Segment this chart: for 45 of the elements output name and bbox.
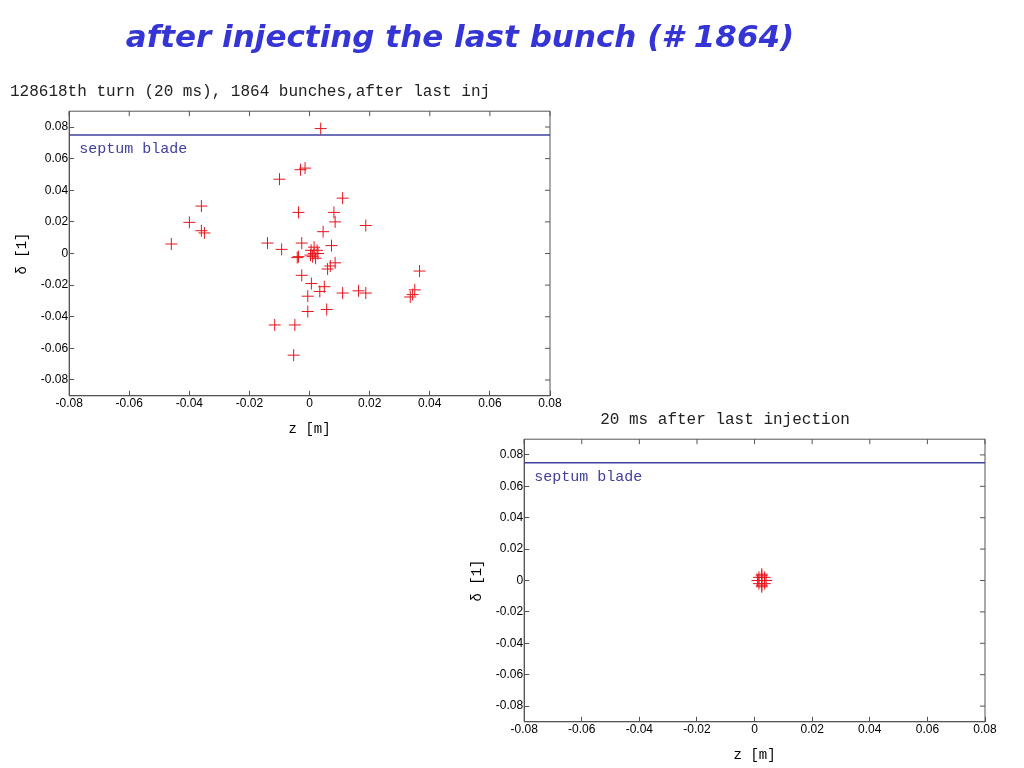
y-tick-label: -0.02 (495, 604, 524, 619)
y-tick-label: 0.04 (44, 182, 69, 197)
y-tick-label: 0 (516, 572, 524, 587)
y-tick-label: -0.06 (495, 667, 524, 682)
y-tick-label: -0.02 (40, 277, 69, 292)
x-tick-label: -0.02 (683, 722, 711, 737)
y-tick-label: 0.02 (44, 214, 69, 229)
x-tick-label: -0.06 (115, 396, 144, 411)
x-axis-title: z [m] (733, 747, 776, 764)
y-tick-label: 0.08 (44, 119, 69, 134)
y-tick-label: -0.08 (40, 372, 69, 387)
x-tick-label: 0 (751, 722, 759, 737)
x-tick-label: 0.02 (358, 396, 382, 411)
x-tick-label: 0.02 (800, 722, 825, 737)
x-tick-label: 0.08 (538, 396, 562, 411)
x-tick-label: -0.08 (55, 396, 84, 411)
x-tick-label: 0.04 (858, 722, 882, 737)
y-tick-label: 0.06 (499, 478, 524, 493)
ref-line-label: septum blade (79, 141, 188, 159)
x-tick-label: 0.06 (915, 722, 940, 737)
chart-subtitle: 128618th turn (20 ms), 1864 bunches,after last inj (10, 82, 491, 101)
x-tick-label: -0.02 (235, 396, 264, 411)
y-tick-label: 0.04 (499, 510, 524, 525)
x-tick-label: 0.08 (973, 722, 997, 737)
chart-title: 20 ms after last injection (600, 410, 850, 429)
y-tick-label: 0.02 (499, 541, 524, 556)
x-tick-label: -0.08 (510, 722, 539, 737)
x-tick-label: 0 (306, 396, 314, 411)
x-axis-title: z [m] (288, 421, 331, 438)
x-tick-label: 0.06 (478, 396, 502, 411)
y-tick-label: 0.06 (44, 150, 69, 165)
x-tick-label: 0.04 (418, 396, 442, 411)
y-tick-label: -0.08 (495, 698, 524, 713)
ref-line-label: septum blade (534, 469, 643, 487)
y-tick-label: 0 (61, 245, 69, 260)
x-tick-label: -0.04 (175, 396, 204, 411)
chart-title: after injecting the last bunch (# 1864) (124, 18, 796, 54)
y-axis-title: δ [1] (469, 559, 486, 602)
y-axis-title: δ [1] (14, 232, 31, 275)
y-tick-label: -0.04 (40, 309, 69, 324)
y-tick-label: -0.04 (495, 635, 524, 650)
y-tick-label: 0.08 (499, 447, 524, 462)
x-tick-label: -0.04 (625, 722, 654, 737)
x-tick-label: -0.06 (568, 722, 596, 737)
y-tick-label: -0.06 (40, 340, 69, 355)
